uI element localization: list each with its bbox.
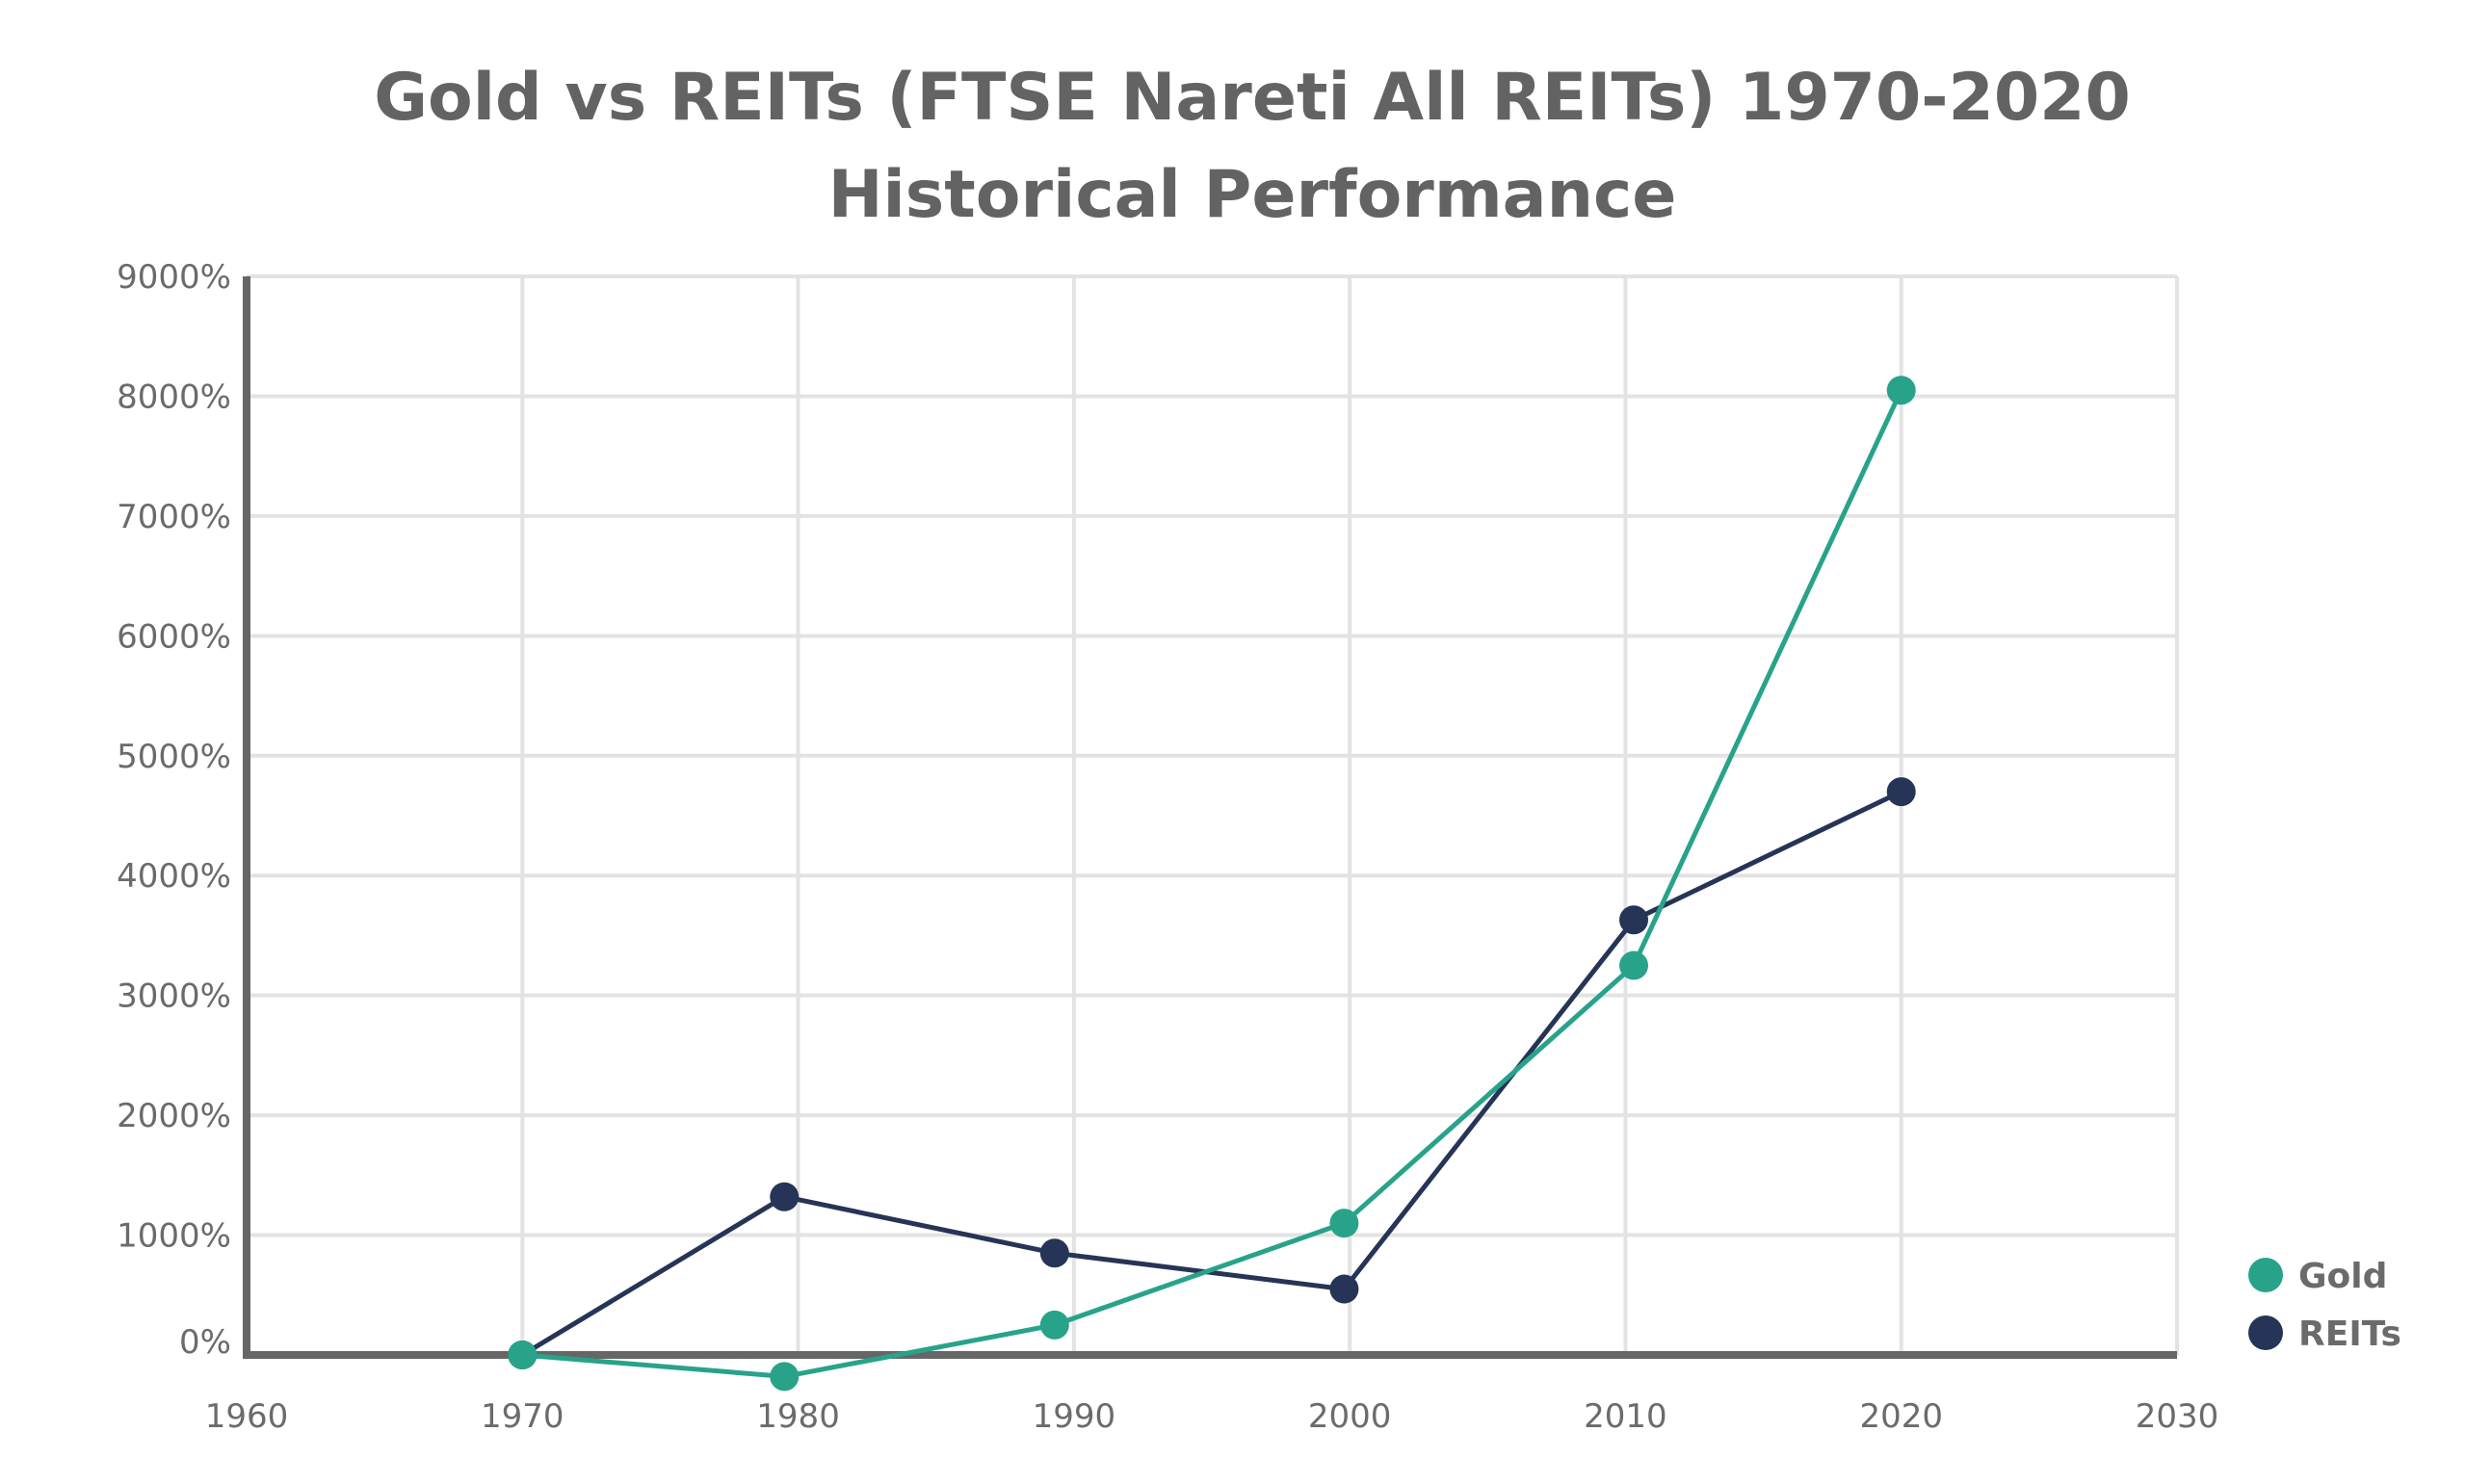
data-point-gold	[1619, 950, 1649, 980]
data-point-reits	[1619, 905, 1649, 935]
series	[508, 376, 1916, 1392]
x-tick-label: 2010	[1584, 1397, 1667, 1436]
series-reits	[508, 777, 1916, 1369]
y-tick-label: 6000%	[117, 617, 231, 656]
data-point-gold	[770, 1362, 800, 1392]
data-point-gold	[1039, 1310, 1069, 1340]
x-tick-label: 2020	[1859, 1397, 1943, 1436]
tick-labels: 0% 1000% 2000% 3000% 4000% 5000% 6000% 7000% 800…	[117, 258, 2218, 1436]
y-tick-label: 0%	[179, 1323, 231, 1362]
legend-label-gold: Gold	[2298, 1257, 2387, 1296]
chart-subtitle: Historical Performance	[828, 157, 1677, 233]
series-line-gold	[519, 387, 1904, 1379]
x-tick-label: 1980	[756, 1397, 840, 1436]
data-point-gold	[1886, 376, 1916, 405]
grid	[247, 274, 2179, 1355]
y-tick-label: 3000%	[117, 977, 231, 1016]
data-point-reits	[1329, 1274, 1359, 1304]
legend-marker-reits	[2248, 1315, 2283, 1350]
x-tick-label: 2000	[1308, 1397, 1392, 1436]
y-tick-label: 5000%	[117, 738, 231, 776]
chart-title: Gold vs REITs (FTSE Nareti All REITs) 19…	[374, 60, 2131, 136]
series-line-reits	[519, 789, 1904, 1358]
x-tick-label: 1990	[1033, 1397, 1116, 1436]
y-tick-label: 2000%	[117, 1097, 231, 1135]
y-tick-label: 4000%	[117, 857, 231, 896]
data-point-reits	[1886, 777, 1916, 807]
axes	[243, 276, 2177, 1359]
x-tick-label: 1960	[205, 1397, 289, 1436]
x-tick-label: 2030	[2136, 1397, 2219, 1436]
legend: Gold REITs	[2248, 1257, 2401, 1354]
y-tick-label: 8000%	[117, 378, 231, 416]
data-point-gold	[1329, 1209, 1359, 1238]
y-tick-label: 7000%	[117, 498, 231, 536]
y-tick-label: 9000%	[117, 258, 231, 297]
data-point-reits	[1039, 1238, 1069, 1268]
legend-marker-gold	[2248, 1258, 2283, 1292]
series-gold	[508, 376, 1916, 1392]
legend-label-reits: REITs	[2298, 1315, 2401, 1354]
y-tick-label: 1000%	[117, 1217, 231, 1256]
data-point-reits	[770, 1182, 800, 1211]
data-point-gold	[508, 1341, 538, 1369]
x-tick-label: 1970	[481, 1397, 564, 1436]
